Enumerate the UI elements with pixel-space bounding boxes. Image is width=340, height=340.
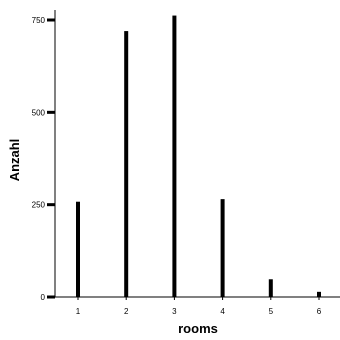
y-tick-label: 750 [32, 16, 46, 25]
x-tick-label: 1 [76, 307, 81, 316]
x-tick-label: 6 [317, 307, 322, 316]
y-tick-label: 0 [41, 293, 46, 302]
plot-area [54, 10, 340, 298]
bar-rooms-3 [172, 15, 177, 298]
y-tick-label: 500 [32, 108, 46, 117]
bar-rooms-5 [268, 279, 273, 297]
bar-rooms-1 [76, 201, 80, 297]
x-axis-title: rooms [178, 321, 218, 336]
bar-rooms-6 [317, 291, 321, 297]
bar-rooms-4 [220, 199, 225, 297]
x-axis-ticks: 1 2 3 4 5 6 [76, 297, 322, 316]
y-axis-ticks: 0 250 500 750 [32, 16, 55, 302]
y-tick-label: 250 [32, 201, 46, 210]
bar-series [76, 15, 321, 298]
y-axis-title: Anzahl [7, 139, 22, 182]
x-tick-label: 4 [220, 307, 225, 316]
x-tick-label: 2 [124, 307, 129, 316]
x-tick-label: 5 [269, 307, 274, 316]
x-tick-label: 3 [172, 307, 177, 316]
bar-rooms-2 [124, 31, 129, 298]
